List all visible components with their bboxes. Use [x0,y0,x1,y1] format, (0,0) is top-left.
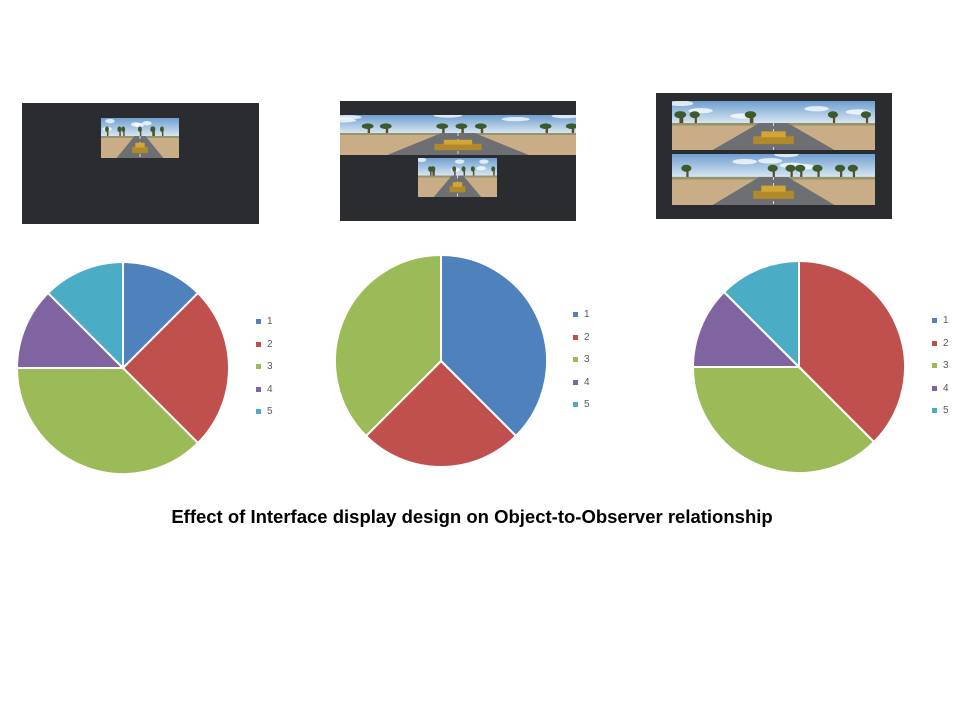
pie-chart-3 [691,259,906,474]
pie-slice-1 [122,260,200,371]
pie-slice-2 [798,259,906,444]
screenshot-stacked-panorama [656,93,892,219]
legend-label: 2 [943,337,949,349]
legend-swatch [256,319,261,324]
legend-swatch [256,341,261,347]
legend-swatch [573,312,578,317]
legend-label: 4 [584,376,590,388]
legend-swatch [932,385,937,391]
pie-slice-3 [334,253,442,438]
legend-label: 3 [267,361,273,372]
legend-item-5: 5 [573,398,613,421]
legend-swatch [932,340,937,346]
legend-swatch [932,318,937,323]
pie-slice-3 [691,366,876,474]
legend-swatch [932,408,937,413]
legend-label: 3 [943,360,949,371]
pie-chart-2 [334,253,548,468]
pie-slice-5 [722,259,800,370]
legend-swatch [573,334,578,340]
legend-label: 3 [584,354,590,365]
legend-swatch [256,386,261,392]
legend-item-3: 3 [932,359,960,382]
center-camera-view-image [418,158,497,197]
screenshot-multi-view [340,101,576,221]
pie-chart-2-legend: 1 2 3 4 5 [573,308,613,421]
legend-item-4: 4 [573,376,613,399]
legend-label: 2 [584,331,590,343]
figure-caption: Effect of Interface display design on Ob… [171,506,773,527]
legend-label: 1 [267,316,273,327]
single-camera-view-image [101,118,179,158]
legend-label: 5 [584,399,590,410]
pie-chart-3-legend: 1 2 3 4 5 [932,314,960,427]
legend-swatch [256,409,261,414]
legend-item-5: 5 [932,404,960,427]
legend-item-4: 4 [932,382,960,405]
legend-label: 1 [584,309,590,320]
legend-label: 4 [267,383,273,395]
legend-swatch [932,363,937,368]
legend-item-4: 4 [256,383,296,406]
legend-item-2: 2 [573,331,613,354]
pie-slice-5 [46,260,124,371]
panoramic-strip-image [340,115,576,155]
legend-swatch [573,357,578,362]
legend-label: 4 [943,382,949,394]
legend-item-3: 3 [256,360,296,383]
legend-item-1: 1 [256,315,296,338]
pie-slice-2 [364,359,518,468]
pie-slice-3 [15,367,200,475]
pie-slice-2 [121,291,230,445]
pie-chart-1 [15,260,230,475]
legend-item-2: 2 [256,338,296,361]
legend-label: 5 [267,406,273,417]
screenshot-single-view [22,103,259,224]
pie-chart-1-legend: 1 2 3 4 5 [256,315,296,428]
legend-item-2: 2 [932,337,960,360]
pie-slice-4 [691,290,802,368]
legend-label: 1 [943,315,949,326]
legend-swatch [256,364,261,369]
pie-slice-1 [440,253,548,438]
upper-panorama-image [672,101,875,150]
pie-slice-4 [15,291,126,369]
legend-item-3: 3 [573,353,613,376]
legend-item-5: 5 [256,405,296,428]
legend-item-1: 1 [932,314,960,337]
legend-swatch [573,379,578,385]
legend-label: 2 [267,338,273,350]
legend-label: 5 [943,405,949,416]
legend-item-1: 1 [573,308,613,331]
lower-panorama-image [672,154,875,205]
legend-swatch [573,402,578,407]
